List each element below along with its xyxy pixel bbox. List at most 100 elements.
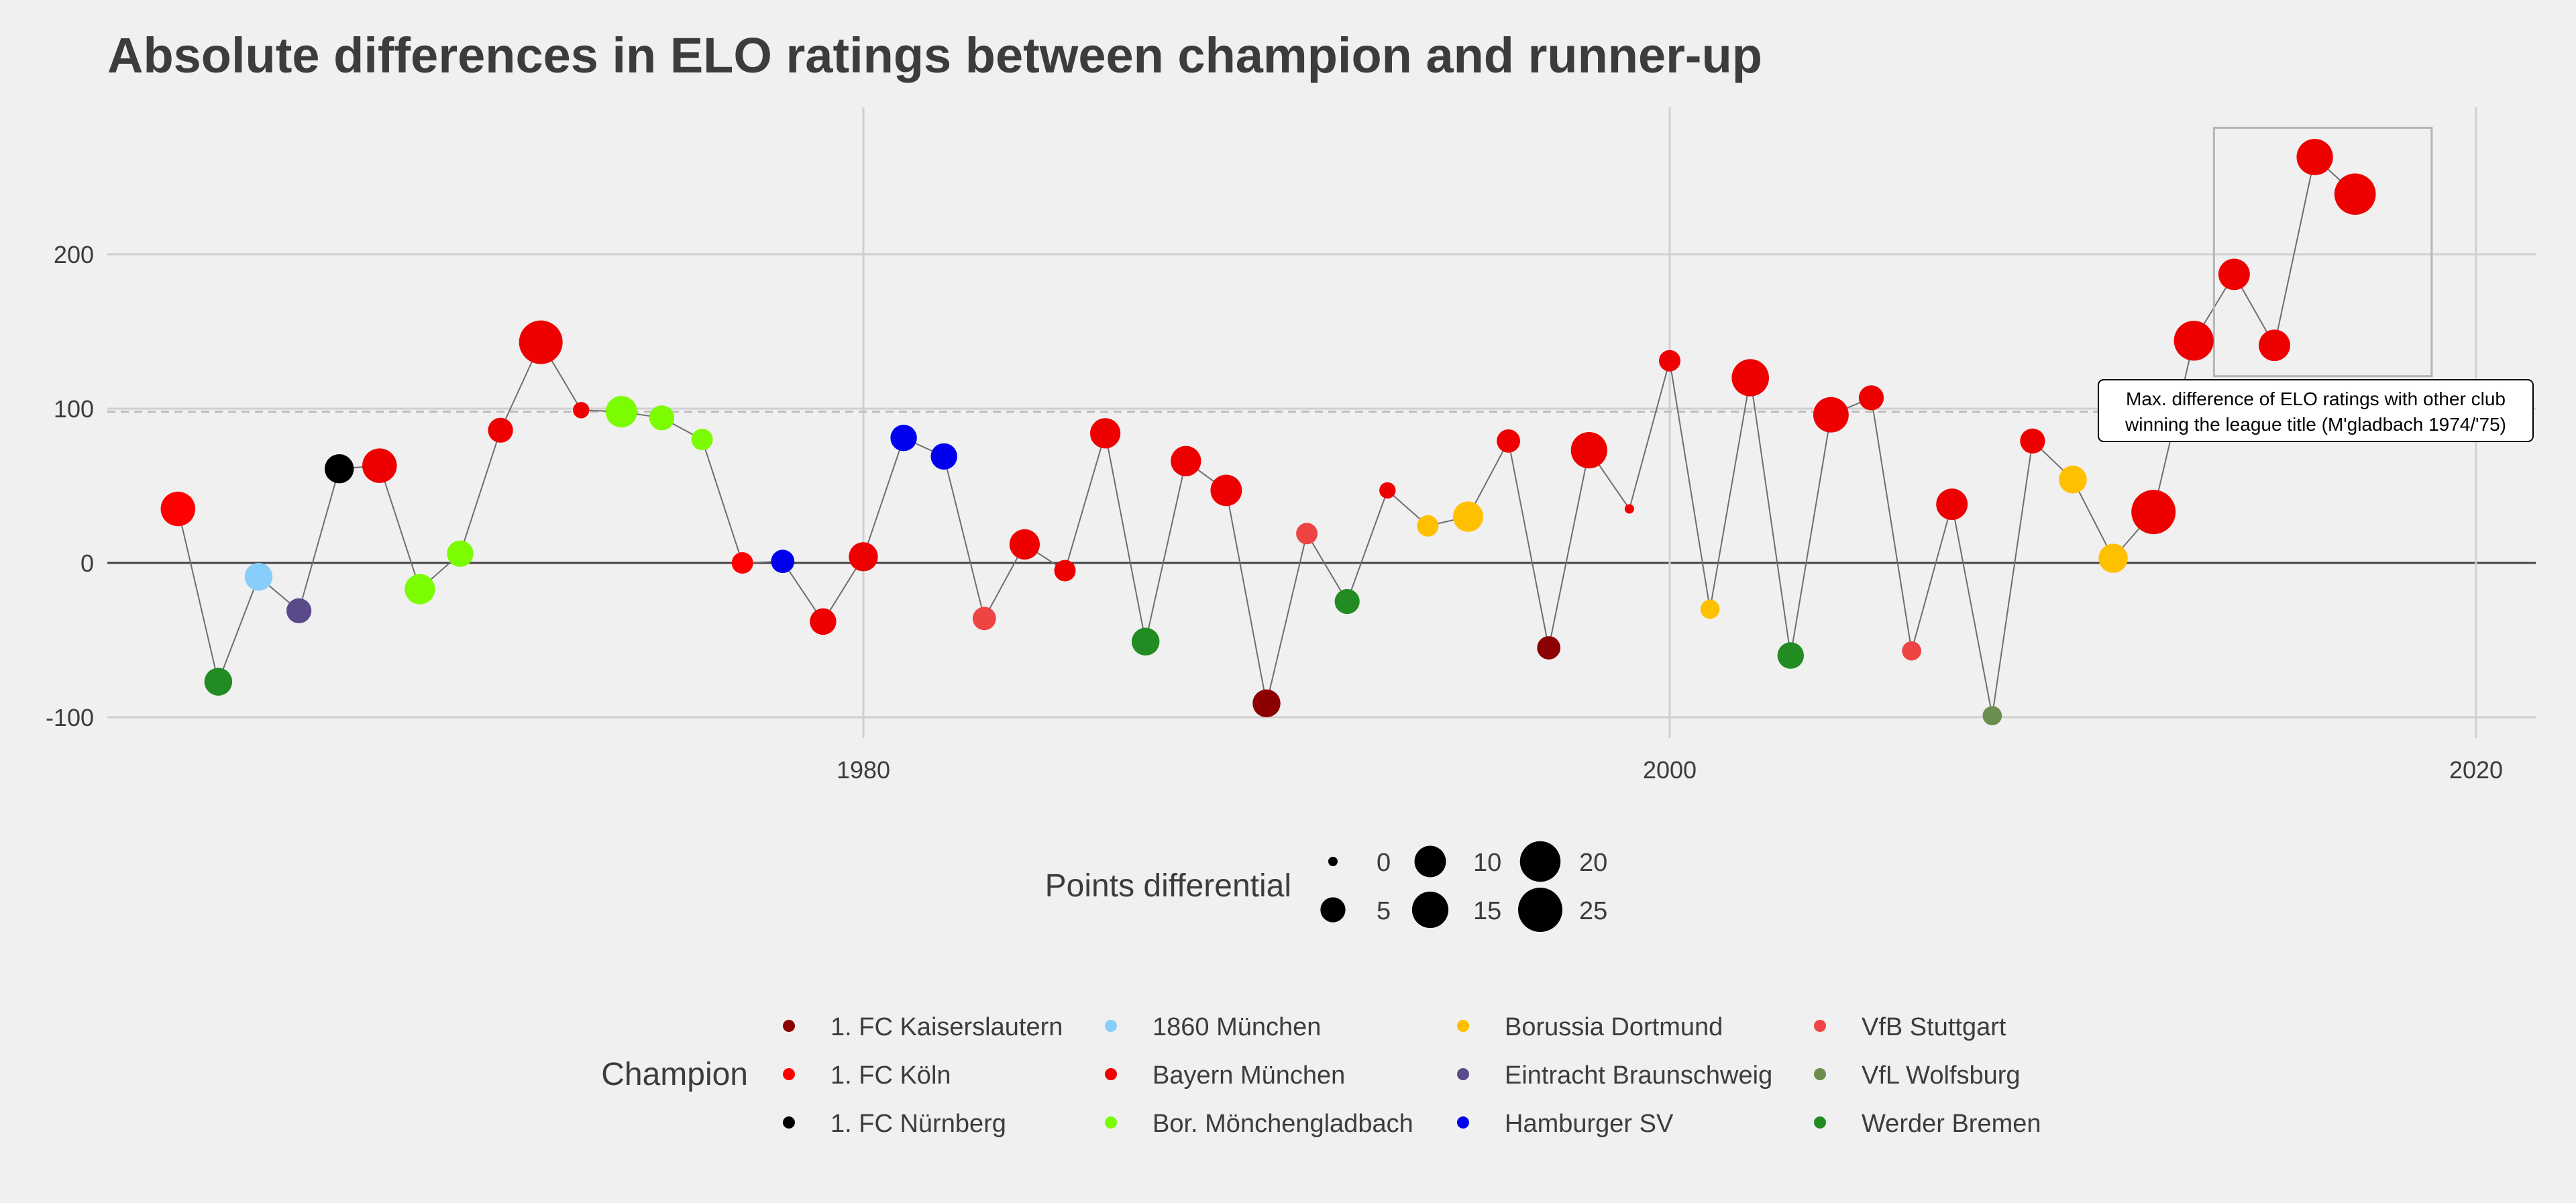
annotation: Max. difference of ELO ratings with othe… bbox=[2098, 126, 2534, 442]
data-point bbox=[488, 417, 513, 443]
color-legend-label: VfL Wolfsburg bbox=[1862, 1061, 2021, 1090]
size-legend-key bbox=[1519, 841, 1561, 882]
color-legend-key bbox=[1105, 1020, 1117, 1032]
color-legend-label: Werder Bremen bbox=[1862, 1110, 2041, 1138]
color-legend-key bbox=[783, 1068, 795, 1080]
data-point bbox=[2296, 138, 2333, 176]
color-legend-label: 1. FC Köln bbox=[830, 1061, 951, 1090]
data-point bbox=[405, 574, 435, 605]
data-point bbox=[2218, 258, 2250, 291]
data-point bbox=[2334, 173, 2376, 215]
data-point bbox=[1936, 488, 1968, 521]
color-legend-label: 1. FC Nürnberg bbox=[830, 1110, 1006, 1138]
data-point bbox=[691, 428, 713, 451]
x-tick-label: 2000 bbox=[1643, 756, 1697, 784]
data-point bbox=[2020, 428, 2045, 454]
color-legend-key bbox=[1457, 1020, 1469, 1032]
data-point bbox=[1700, 599, 1720, 619]
data-point bbox=[1210, 474, 1242, 507]
grid-lines bbox=[107, 107, 2536, 738]
data-point bbox=[1624, 504, 1634, 514]
color-legend-label: Hamburger SV bbox=[1505, 1110, 1674, 1138]
data-point bbox=[362, 448, 397, 483]
color-legend-key bbox=[1457, 1068, 1469, 1080]
data-point bbox=[2174, 321, 2214, 361]
data-point bbox=[447, 540, 474, 567]
data-point bbox=[1054, 560, 1076, 582]
data-point bbox=[1658, 350, 1681, 372]
data-point bbox=[1379, 482, 1396, 499]
y-tick-label: -100 bbox=[46, 704, 94, 731]
y-tick-label: 200 bbox=[54, 241, 94, 268]
data-point bbox=[1858, 385, 1884, 411]
data-point bbox=[731, 552, 753, 574]
color-legend-key bbox=[783, 1020, 795, 1032]
size-legend-label: 5 bbox=[1377, 897, 1391, 925]
data-point bbox=[1171, 446, 1201, 476]
size-legend-label: 25 bbox=[1579, 897, 1607, 925]
size-legend-key bbox=[1320, 897, 1346, 923]
data-point bbox=[930, 443, 957, 470]
color-legend-key bbox=[1814, 1020, 1826, 1032]
size-legend-key bbox=[1411, 891, 1449, 929]
data-point bbox=[2131, 490, 2176, 535]
data-point bbox=[1090, 418, 1121, 449]
color-legend-key bbox=[1814, 1116, 1826, 1129]
color-legend-key bbox=[783, 1116, 795, 1129]
y-tick-label: 100 bbox=[54, 395, 94, 423]
data-point bbox=[1296, 523, 1318, 545]
color-legend-label: 1860 München bbox=[1152, 1013, 1321, 1041]
size-legend-key bbox=[1414, 845, 1446, 878]
data-point bbox=[1731, 359, 1769, 397]
data-point bbox=[1497, 429, 1521, 453]
data-point bbox=[1131, 627, 1160, 656]
x-tick-label: 2020 bbox=[2449, 756, 2503, 784]
color-legend-label: 1. FC Kaiserslautern bbox=[830, 1013, 1063, 1041]
size-legend-key bbox=[1518, 888, 1562, 932]
data-point bbox=[160, 491, 196, 527]
data-point bbox=[2059, 466, 2087, 494]
data-point bbox=[972, 607, 996, 631]
color-legend-label: VfB Stuttgart bbox=[1862, 1013, 2006, 1041]
data-point bbox=[1902, 641, 1921, 661]
data-point bbox=[771, 550, 795, 574]
data-point bbox=[1537, 636, 1561, 660]
data-point bbox=[1417, 515, 1439, 537]
color-legend-key bbox=[1457, 1116, 1469, 1129]
color-legend-key bbox=[1105, 1068, 1117, 1080]
data-point bbox=[519, 320, 563, 364]
size-legend: Points differential 0 5 10 15 20 25 bbox=[1045, 841, 1607, 932]
data-point bbox=[204, 668, 233, 696]
data-point bbox=[605, 396, 637, 428]
chart-title: Absolute differences in ELO ratings betw… bbox=[107, 28, 1762, 83]
data-point bbox=[1813, 397, 1849, 433]
x-tick-label: 1980 bbox=[837, 756, 890, 784]
color-legend-key bbox=[1814, 1068, 1826, 1080]
data-point bbox=[573, 402, 590, 419]
annotation-text: winning the league title (M'gladbach 197… bbox=[2125, 414, 2506, 435]
data-point bbox=[2259, 329, 2290, 362]
data-points bbox=[160, 138, 2376, 726]
data-point bbox=[1252, 689, 1281, 718]
data-point bbox=[324, 454, 354, 484]
size-legend-label: 10 bbox=[1473, 849, 1501, 877]
annotation-box bbox=[2098, 379, 2534, 442]
data-point bbox=[1009, 529, 1040, 560]
color-legend-label: Eintracht Braunschweig bbox=[1505, 1061, 1772, 1090]
annotation-text: Max. difference of ELO ratings with othe… bbox=[2126, 388, 2506, 409]
data-point bbox=[890, 424, 917, 452]
data-point bbox=[849, 542, 878, 572]
data-point bbox=[1334, 588, 1360, 615]
data-point bbox=[1452, 501, 1484, 532]
data-point bbox=[2098, 543, 2128, 573]
color-legend-label: Bor. Mönchengladbach bbox=[1152, 1110, 1413, 1138]
data-point bbox=[810, 608, 837, 635]
highlight-box bbox=[2212, 126, 2433, 378]
data-point bbox=[1982, 706, 2002, 726]
y-tick-label: 0 bbox=[80, 550, 94, 577]
data-point bbox=[286, 598, 312, 623]
data-point bbox=[649, 405, 675, 431]
data-point bbox=[244, 562, 273, 591]
size-legend-label: 20 bbox=[1579, 849, 1607, 877]
